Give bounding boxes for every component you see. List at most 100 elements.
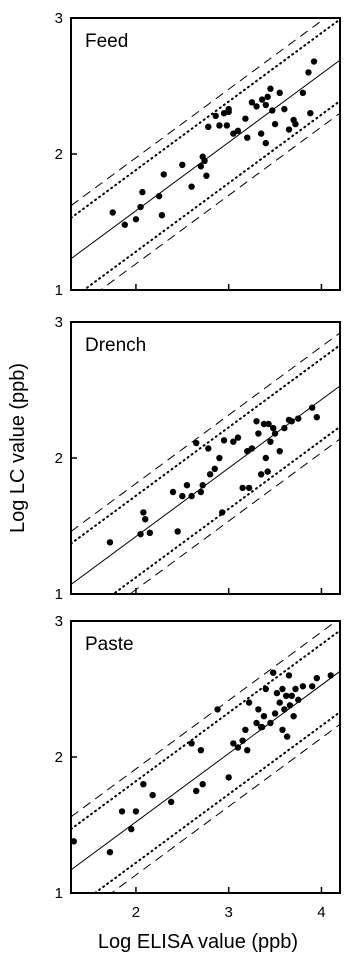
y-tick-label: 2 (55, 749, 63, 766)
data-point (206, 471, 214, 478)
data-point (201, 157, 208, 164)
inner-band-line-upper (71, 18, 340, 219)
data-point (183, 482, 191, 489)
outer-band-line-upper (71, 332, 340, 532)
data-point (313, 414, 321, 421)
data-point (155, 192, 163, 200)
outer-band-line-lower (129, 438, 340, 594)
data-point (267, 719, 274, 727)
y-tick-label: 3 (55, 613, 63, 630)
data-point (225, 108, 232, 116)
data-point (167, 798, 175, 806)
data-point (179, 161, 186, 169)
x-tick-label: 3 (225, 904, 233, 921)
data-point (242, 726, 249, 733)
data-point (244, 134, 251, 141)
data-point (158, 212, 166, 219)
data-point (279, 685, 286, 693)
data-point (264, 93, 271, 101)
data-point (310, 58, 318, 65)
data-point (216, 122, 223, 129)
outer-band-line-upper (71, 18, 327, 207)
data-point (257, 471, 265, 478)
data-point (230, 438, 237, 445)
outer-band-line-lower (99, 112, 340, 290)
data-point (313, 674, 321, 682)
y-tick-label: 1 (55, 885, 63, 902)
data-point (121, 221, 128, 228)
data-point (234, 127, 242, 135)
data-point (118, 808, 126, 815)
data-point (137, 203, 144, 211)
data-point (248, 99, 256, 106)
panel-frame (70, 17, 341, 291)
data-point (242, 115, 249, 122)
data-point (146, 529, 154, 536)
data-point (132, 808, 140, 815)
data-point (299, 89, 307, 97)
panel-title: Drench (85, 335, 146, 356)
data-point (214, 706, 221, 713)
y-tick-label: 3 (55, 314, 63, 331)
data-point (132, 216, 140, 223)
data-point (174, 528, 181, 535)
data-point (255, 706, 262, 713)
scatter-panel-drench: 1 2 3 Drench (55, 314, 341, 603)
data-point (292, 120, 299, 128)
x-tick-label: 2 (132, 904, 140, 921)
data-point (239, 737, 246, 744)
data-point (253, 719, 260, 727)
data-point (245, 484, 253, 492)
data-point (258, 96, 266, 103)
data-point (193, 787, 200, 795)
data-point (279, 726, 286, 733)
data-point (262, 685, 269, 693)
data-point (205, 445, 212, 452)
data-point (283, 733, 291, 740)
band-lines (71, 621, 340, 893)
data-point (288, 692, 295, 699)
data-point (255, 430, 262, 437)
data-point (299, 683, 307, 690)
scatter-panel-paste: 1 2 3 2 3 4 Paste (55, 613, 341, 921)
x-tick-label: 4 (317, 904, 325, 921)
data-point (140, 509, 147, 516)
data-point (281, 706, 288, 713)
data-point (212, 112, 219, 120)
data-point (267, 85, 274, 92)
data-point (188, 740, 195, 747)
data-point (106, 539, 114, 546)
data-point (128, 825, 135, 833)
data-point (160, 171, 167, 178)
data-point (276, 448, 283, 455)
data-point (199, 781, 206, 788)
data-point (139, 188, 146, 196)
data-point (262, 454, 269, 462)
data-point (265, 420, 272, 428)
data-point (260, 420, 268, 428)
data-point (234, 434, 242, 441)
data-point (270, 424, 277, 432)
data-point (305, 69, 312, 76)
data-point (258, 723, 266, 731)
data-point (248, 445, 256, 452)
outer-band-line-lower (110, 723, 340, 893)
data-point (285, 672, 293, 679)
data-point (245, 699, 253, 706)
data-point (286, 702, 294, 709)
inner-band-line-lower (111, 425, 340, 594)
data-point (216, 454, 223, 462)
inner-band-line-upper (71, 344, 340, 545)
data-point (271, 430, 279, 437)
y-axis-title: Log LC value (ppb) (7, 363, 29, 533)
data-point (140, 781, 147, 788)
data-point (137, 530, 144, 538)
data-point (262, 139, 269, 147)
data-point (285, 126, 293, 133)
data-point (273, 689, 281, 697)
data-point (327, 672, 334, 679)
data-point (295, 696, 302, 704)
data-point (290, 713, 297, 720)
data-point (211, 465, 218, 473)
